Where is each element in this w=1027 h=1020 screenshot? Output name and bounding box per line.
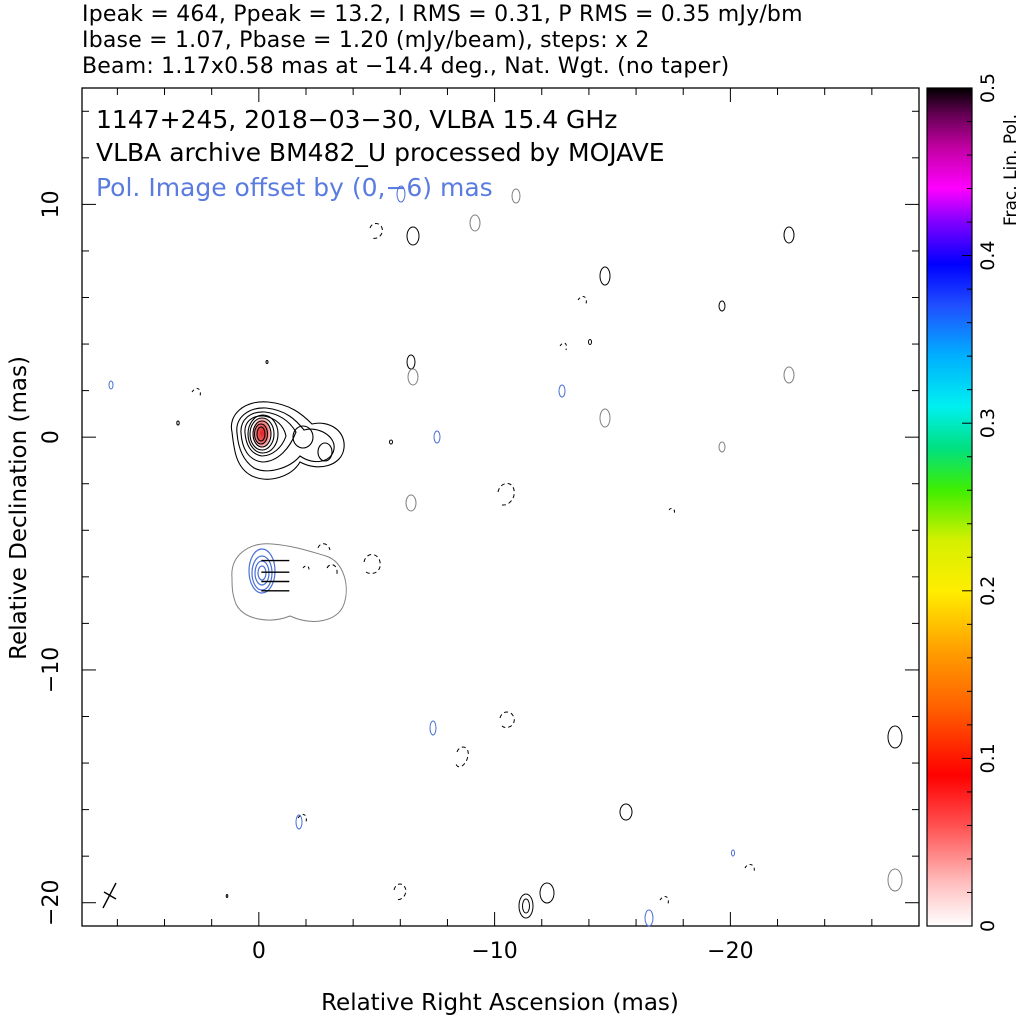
colorbar-tick-label: 0.3 [977, 408, 999, 438]
pol-image-contours [231, 543, 347, 622]
colorbar-tick-label: 0.1 [977, 743, 999, 773]
stokes-i-contour-outer [230, 401, 345, 480]
x-tick-label: −10 [471, 939, 517, 964]
archive-annotation: VLBA archive BM482_U processed by MOJAVE [96, 138, 665, 167]
x-tick-label: −20 [707, 939, 753, 964]
colorbar-tick-label: 0.2 [977, 576, 999, 606]
y-tick-label: 10 [39, 190, 64, 218]
x-axis-title: Relative Right Ascension (mas) [321, 990, 679, 1016]
evpa-vectors [261, 559, 290, 592]
colorbar-ticks [962, 87, 972, 927]
colorbar-tick-label: 0.5 [977, 73, 999, 103]
beam-symbol [102, 882, 117, 909]
colorbar [926, 87, 973, 927]
header-line-peaks: Ipeak = 464, Ppeak = 13.2, I RMS = 0.31,… [82, 2, 803, 27]
pol-offset-annotation: Pol. Image offset by (0,−6) mas [96, 173, 493, 202]
noise-contours [108, 185, 903, 927]
axis-ticks [82, 88, 920, 926]
header-line-beam: Beam: 1.17x0.58 mas at −14.4 deg., Nat. … [82, 54, 730, 79]
colorbar-label: Frac. Lin. Pol. [1001, 114, 1021, 226]
y-tick-label: 0 [39, 430, 64, 444]
axis-tick-labels: 0 −10 −20 10 0 −10 −20 [39, 190, 754, 964]
x-tick-label: 0 [252, 939, 266, 964]
header-line-base: Ibase = 1.07, Pbase = 1.20 (mJy/beam), s… [82, 28, 650, 53]
source-annotation: 1147+245, 2018−03−30, VLBA 15.4 GHz [96, 105, 617, 134]
y-axis-title: Relative Declination (mas) [6, 356, 32, 660]
colorbar-tick-labels: 0 0.1 0.2 0.3 0.4 0.5 [977, 73, 999, 932]
colorbar-tick-label: 0.4 [977, 240, 999, 270]
plot-frame [81, 87, 920, 927]
colorbar-tick-label: 0 [977, 920, 999, 932]
stokes-i-contours [230, 401, 345, 480]
residual-pol-contour [231, 543, 347, 622]
y-tick-label: −20 [39, 880, 64, 926]
y-tick-label: −10 [39, 647, 64, 693]
